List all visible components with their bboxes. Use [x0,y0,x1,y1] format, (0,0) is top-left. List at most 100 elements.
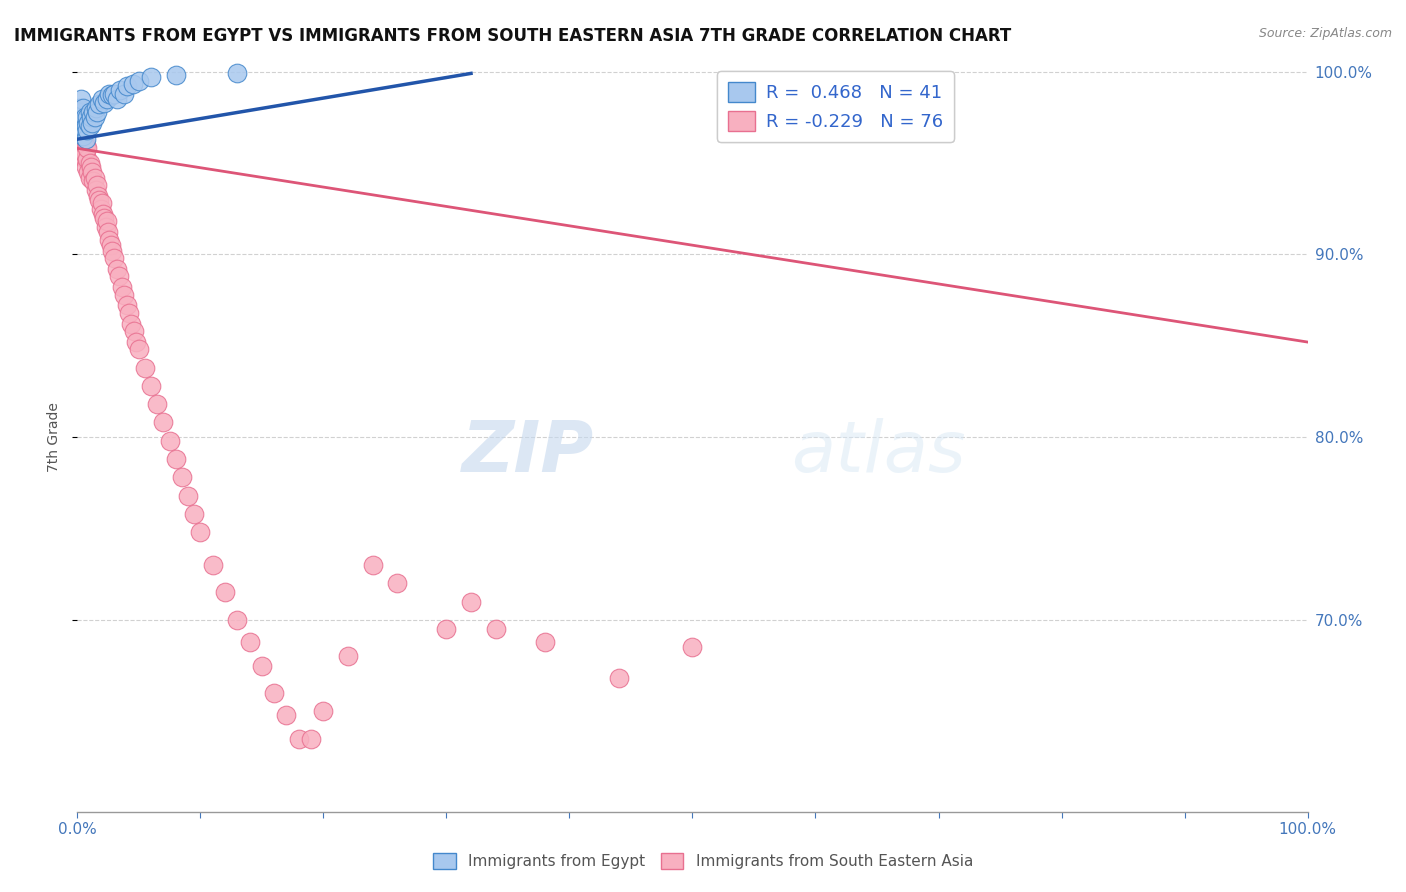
Point [73,146,96,161]
Point [201,558,224,572]
Point [103,251,125,265]
Point [86,178,108,192]
Point [82,116,104,130]
Point [89,193,111,207]
Point [436,622,458,636]
Point [682,640,704,655]
Point [534,634,557,648]
Point [69,104,91,119]
Point [96,214,118,228]
Point [73,123,96,137]
Point [70,116,93,130]
Text: Source: ZipAtlas.com: Source: ZipAtlas.com [1258,27,1392,40]
Point [87,189,110,203]
Point [112,87,135,101]
Point [77,116,100,130]
Point [79,170,101,185]
Point [118,306,141,320]
Point [105,92,128,106]
Point [97,226,120,240]
Point [485,622,508,636]
Point [90,196,114,211]
Point [76,153,98,167]
Point [72,114,94,128]
Point [134,360,156,375]
Point [93,95,115,110]
Point [79,120,101,134]
Point [75,160,97,174]
Point [159,434,181,448]
Point [76,123,98,137]
Point [90,202,112,216]
Point [165,68,187,82]
Point [90,92,114,106]
Point [80,110,103,124]
Point [72,134,94,148]
Point [86,104,108,119]
Point [84,101,107,115]
Point [67,123,90,137]
Text: ZIP: ZIP [461,417,595,486]
Point [165,452,187,467]
Point [288,731,311,746]
Point [263,686,285,700]
Point [121,78,143,92]
Point [82,104,104,119]
Point [69,137,91,152]
Point [460,594,482,608]
Point [299,731,322,746]
Point [100,238,122,252]
Point [128,343,150,357]
Point [70,146,93,161]
Point [70,116,93,130]
Point [115,79,138,94]
Point [69,110,91,124]
Point [239,634,262,648]
Point [70,123,93,137]
Point [250,658,273,673]
Point [190,525,212,540]
Point [115,298,138,312]
Point [70,92,93,106]
Point [69,128,91,143]
Point [387,576,409,591]
Text: IMMIGRANTS FROM EGYPT VS IMMIGRANTS FROM SOUTH EASTERN ASIA 7TH GRADE CORRELATIO: IMMIGRANTS FROM EGYPT VS IMMIGRANTS FROM… [14,27,1011,45]
Point [73,110,96,124]
Point [70,120,93,134]
Point [82,174,104,188]
Point [312,704,335,718]
Point [183,507,205,521]
Point [214,585,236,599]
Point [93,211,115,225]
Point [91,207,114,221]
Point [607,671,630,685]
Point [146,397,169,411]
Point [82,165,104,179]
Point [89,97,111,112]
Point [128,73,150,87]
Point [98,87,121,101]
Point [76,141,98,155]
Point [111,280,132,294]
Point [73,153,96,167]
Point [361,558,384,572]
Point [70,132,93,146]
Point [170,470,193,484]
Point [177,489,200,503]
Point [75,132,97,146]
Point [94,219,117,234]
Point [108,269,131,284]
Legend: R =  0.468   N = 41, R = -0.229   N = 76: R = 0.468 N = 41, R = -0.229 N = 76 [717,71,955,142]
Point [141,379,163,393]
Point [121,317,143,331]
Point [226,66,249,80]
Point [77,165,100,179]
Point [76,110,98,124]
Point [152,416,174,430]
Y-axis label: 7th Grade: 7th Grade [46,402,60,472]
Point [70,141,93,155]
Point [98,233,121,247]
Point [75,120,97,134]
Point [101,244,124,258]
Point [79,156,101,170]
